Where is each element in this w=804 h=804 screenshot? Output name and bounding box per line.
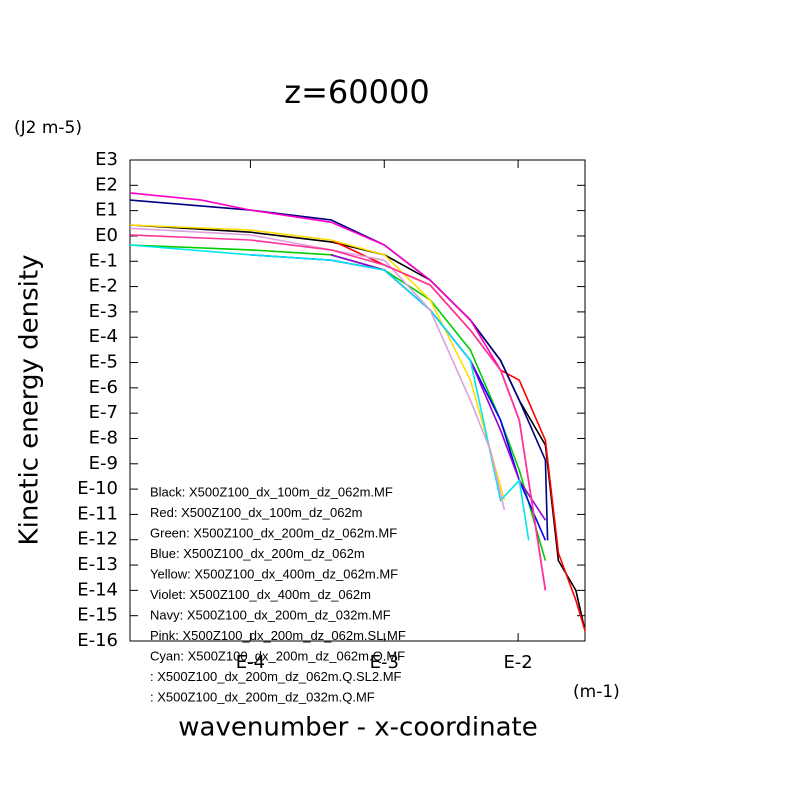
legend-entry: Black: X500Z100_dx_100m_dz_062m.MF <box>150 484 393 499</box>
y-tick-label: E-6 <box>89 377 118 398</box>
series-line <box>129 227 506 511</box>
x-tick-label: E-4 <box>236 652 265 673</box>
y-tick-label: E1 <box>95 200 118 221</box>
chart-title: z=60000 <box>284 73 429 111</box>
y-tick-label: E-15 <box>77 605 118 626</box>
y-tick-label: E-7 <box>89 402 118 423</box>
x-axis-label: wavenumber - x-coordinate <box>178 713 537 743</box>
legend-entry: : X500Z100_dx_200m_dz_062m.Q.SL2.MF <box>150 669 402 684</box>
y-tick-label: E-11 <box>77 503 118 524</box>
y-tick-label: E-1 <box>89 250 118 271</box>
y-tick-label: E3 <box>95 149 118 170</box>
y-tick-label: E-5 <box>89 352 118 373</box>
y-tick-label: E-16 <box>77 630 118 651</box>
series-line <box>129 234 547 591</box>
legend-entry: Navy: X500Z100_dx_200m_dz_032m.MF <box>150 607 391 622</box>
legend-entry: Yellow: X500Z100_dx_400m_dz_062m.MF <box>150 566 398 581</box>
x-unit: (m-1) <box>573 682 620 702</box>
y-tick-label: E-9 <box>89 453 118 474</box>
y-axis-label: Kinetic energy density <box>15 255 45 546</box>
x-tick-label: E-2 <box>503 652 532 673</box>
y-tick-label: E0 <box>95 225 118 246</box>
y-tick-label: E-3 <box>89 301 118 322</box>
legend-entry: Violet: X500Z100_dx_400m_dz_062m <box>150 587 371 602</box>
legend-entry: Pink: X500Z100_dx_200m_dz_062m.SL.MF <box>150 628 406 643</box>
legend-entry: Green: X500Z100_dx_200m_dz_062m.MF <box>150 525 397 540</box>
x-tick-label: E-3 <box>370 652 399 673</box>
y-tick-label: E-2 <box>89 276 118 297</box>
y-tick-label: E2 <box>95 174 118 195</box>
y-tick-label: E-13 <box>77 554 118 575</box>
legend-entry: Red: X500Z100_dx_100m_dz_062m <box>150 505 362 520</box>
y-tick-label: E-14 <box>77 579 118 600</box>
plot-frame <box>129 159 586 642</box>
y-tick-label: E-10 <box>77 478 118 499</box>
legend-entry: Cyan: X500Z100_dx_200m_dz_062m.Q.MF <box>150 648 405 663</box>
y-unit: (J2 m-5) <box>14 118 82 138</box>
series-line <box>129 224 506 501</box>
y-tick-label: E-4 <box>89 326 118 347</box>
y-tick-label: E-8 <box>89 427 118 448</box>
y-tick-label: E-12 <box>77 529 118 550</box>
legend-entry: Blue: X500Z100_dx_200m_dz_062m <box>150 546 365 561</box>
legend-entry: : X500Z100_dx_200m_dz_032m.Q.MF <box>150 689 375 704</box>
